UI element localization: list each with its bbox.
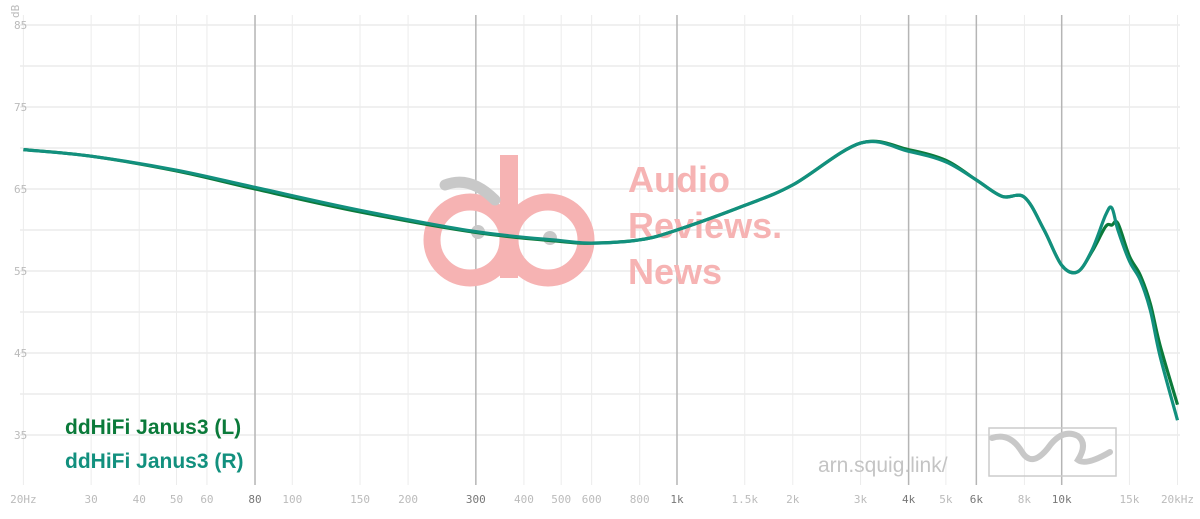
- x-tick-label: 50: [170, 493, 183, 506]
- grid: [20, 15, 1180, 485]
- x-tick-label: 60: [200, 493, 213, 506]
- x-tick-label: 1k: [670, 493, 684, 506]
- watermark-text-2: Reviews.: [628, 205, 782, 246]
- legend-entry-l[interactable]: ddHiFi Janus3 (L): [65, 416, 241, 439]
- x-tick-label: 3k: [854, 493, 868, 506]
- y-tick-label: 35: [14, 429, 27, 442]
- y-tick-label: 65: [14, 183, 27, 196]
- x-tick-label: 5k: [939, 493, 953, 506]
- x-tick-label: 30: [85, 493, 98, 506]
- x-tick-label: 200: [398, 493, 418, 506]
- x-tick-label: 500: [551, 493, 571, 506]
- y-tick-label: 45: [14, 347, 27, 360]
- x-tick-label: 15k: [1119, 493, 1139, 506]
- series-line-l: [23, 139, 1180, 406]
- watermark-text-1: Audio: [628, 159, 730, 200]
- x-tick-label: 100: [282, 493, 302, 506]
- x-tick-label: 20kHz: [1161, 493, 1194, 506]
- x-tick-label: 80: [248, 493, 261, 506]
- x-tick-label: 2k: [786, 493, 800, 506]
- squiglink-logo: [988, 427, 1117, 477]
- y-tick-label: 55: [14, 265, 27, 278]
- watermark-text-3: News: [628, 251, 722, 292]
- x-tick-label: 300: [466, 493, 486, 506]
- x-tick-label: 4k: [902, 493, 916, 506]
- y-axis-label: dB: [9, 4, 22, 18]
- series-lines: [23, 139, 1180, 421]
- watermark-logo: Audio Reviews. News: [423, 155, 782, 292]
- x-tick-label: 8k: [1018, 493, 1032, 506]
- y-tick-label: 75: [14, 101, 27, 114]
- x-tick-label: 150: [350, 493, 370, 506]
- series-line-r: [23, 139, 1180, 421]
- x-tick-label: 600: [582, 493, 602, 506]
- x-tick-label: 40: [133, 493, 146, 506]
- x-tick-label: 20Hz: [10, 493, 37, 506]
- y-tick-label: 85: [14, 19, 27, 32]
- x-tick-label: 1.5k: [731, 493, 758, 506]
- axis-ticks: 20Hz 30 40 50 60 80 100 150 200 300 400 500 600 800 1k…: [10, 19, 1194, 506]
- x-tick-label: 10k: [1052, 493, 1072, 506]
- x-tick-label: 800: [630, 493, 650, 506]
- x-tick-label: 6k: [970, 493, 984, 506]
- x-tick-label: 400: [514, 493, 534, 506]
- site-label[interactable]: arn.squig.link/: [818, 454, 948, 477]
- legend-entry-r[interactable]: ddHiFi Janus3 (R): [65, 450, 244, 473]
